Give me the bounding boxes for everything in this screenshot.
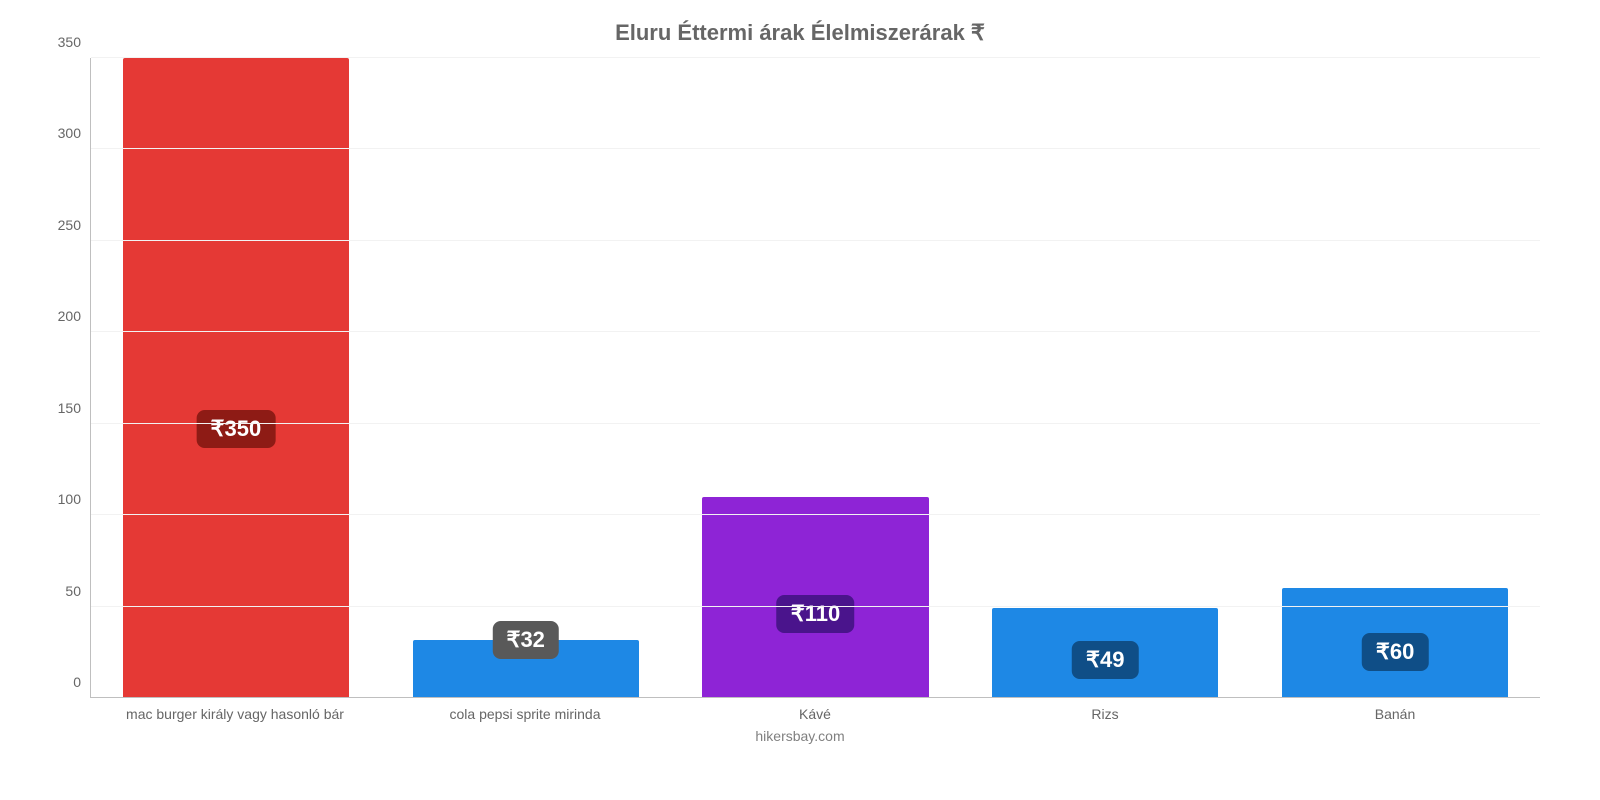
value-badge: ₹32 <box>492 621 558 659</box>
bar: ₹110 <box>702 497 928 698</box>
gridline <box>91 606 1540 607</box>
y-tick-label: 150 <box>51 400 91 416</box>
plot-region: ₹350₹32₹110₹49₹60 050100150200250300350 <box>90 58 1540 698</box>
bar-slot: ₹110 <box>671 58 961 698</box>
bar: ₹350 <box>123 58 349 698</box>
y-tick-label: 250 <box>51 217 91 233</box>
gridline <box>91 514 1540 515</box>
y-tick-label: 0 <box>51 674 91 690</box>
bar: ₹49 <box>992 608 1218 698</box>
x-tick-label: Banán <box>1250 706 1540 722</box>
y-tick-label: 100 <box>51 491 91 507</box>
value-badge: ₹110 <box>777 595 855 633</box>
chart-title: Eluru Éttermi árak Élelmiszerárak ₹ <box>40 20 1560 46</box>
bar-slot: ₹32 <box>381 58 671 698</box>
x-tick-label: cola pepsi sprite mirinda <box>380 706 670 722</box>
gridline <box>91 148 1540 149</box>
x-tick-label: Kávé <box>670 706 960 722</box>
y-tick-label: 300 <box>51 125 91 141</box>
y-tick-label: 50 <box>51 583 91 599</box>
gridline <box>91 697 1540 698</box>
bars-row: ₹350 ₹32 ₹110 ₹49 ₹60 <box>91 58 1540 698</box>
chart-caption: hikersbay.com <box>40 728 1560 744</box>
gridline <box>91 423 1540 424</box>
y-tick-label: 350 <box>51 34 91 50</box>
y-tick-label: 200 <box>51 308 91 324</box>
bar-slot: ₹60 <box>1250 58 1540 698</box>
plot-inner: ₹350₹32₹110₹49₹60 050100150200250300350 <box>90 58 1540 698</box>
x-tick-label: Rizs <box>960 706 1250 722</box>
value-badge: ₹60 <box>1362 633 1428 671</box>
x-tick-label: mac burger király vagy hasonló bár <box>90 706 380 722</box>
value-badge: ₹350 <box>197 410 276 448</box>
x-axis-labels: mac burger király vagy hasonló bárcola p… <box>90 706 1540 722</box>
gridline <box>91 331 1540 332</box>
value-badge: ₹49 <box>1072 641 1138 679</box>
price-bar-chart: Eluru Éttermi árak Élelmiszerárak ₹ ₹350… <box>0 0 1600 800</box>
gridline <box>91 240 1540 241</box>
bar-slot: ₹49 <box>960 58 1250 698</box>
bar: ₹32 <box>413 640 639 699</box>
bar-slot: ₹350 <box>91 58 381 698</box>
gridline <box>91 57 1540 58</box>
